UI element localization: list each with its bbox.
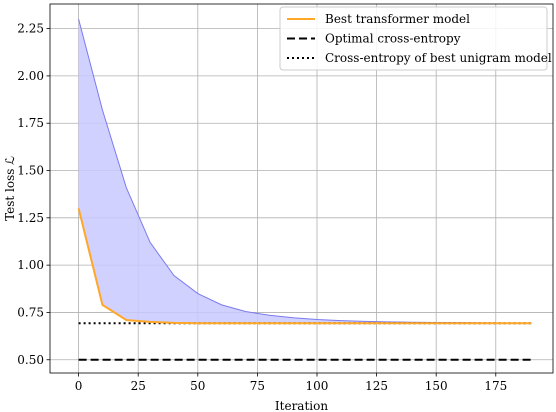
x-tick-label: 75 xyxy=(250,379,265,393)
legend-box xyxy=(279,6,548,71)
y-axis-label: Test loss ℒ xyxy=(3,156,17,221)
legend-label-2: Cross-entropy of best unigram model xyxy=(325,51,552,65)
legend-label-0: Best transformer model xyxy=(325,12,470,26)
y-tick-label: 1.75 xyxy=(17,116,44,130)
ticks: 0 25 50 75 100 125 150 175 0.50 0.75 1.00 1.25 1.50 1… xyxy=(17,22,507,393)
x-axis-label: Iteration xyxy=(275,399,328,412)
y-tick-label: 0.50 xyxy=(17,353,44,367)
x-tick-label: 0 xyxy=(75,379,83,393)
series-layer xyxy=(77,208,532,361)
y-tick-label: 2.25 xyxy=(17,22,44,36)
y-tick-label: 1.50 xyxy=(17,164,44,178)
y-tick-label: 0.75 xyxy=(17,305,44,319)
x-tick-label: 50 xyxy=(190,379,205,393)
x-tick-label: 125 xyxy=(365,379,388,393)
y-tick-label: 1.00 xyxy=(17,258,44,272)
x-tick-label: 25 xyxy=(131,379,146,393)
x-tick-label: 175 xyxy=(484,379,507,393)
legend-label-1: Optimal cross-entropy xyxy=(325,32,461,46)
y-tick-label: 2.00 xyxy=(17,69,44,83)
series-line-0 xyxy=(77,208,532,325)
plot-frame xyxy=(49,3,554,374)
variance-band xyxy=(78,19,532,324)
y-tick-label: 1.25 xyxy=(17,211,44,225)
x-tick-label: 150 xyxy=(425,379,448,393)
x-tick-label: 100 xyxy=(306,379,329,393)
legend: Best transformer model Optimal cross-entr… xyxy=(279,6,552,71)
